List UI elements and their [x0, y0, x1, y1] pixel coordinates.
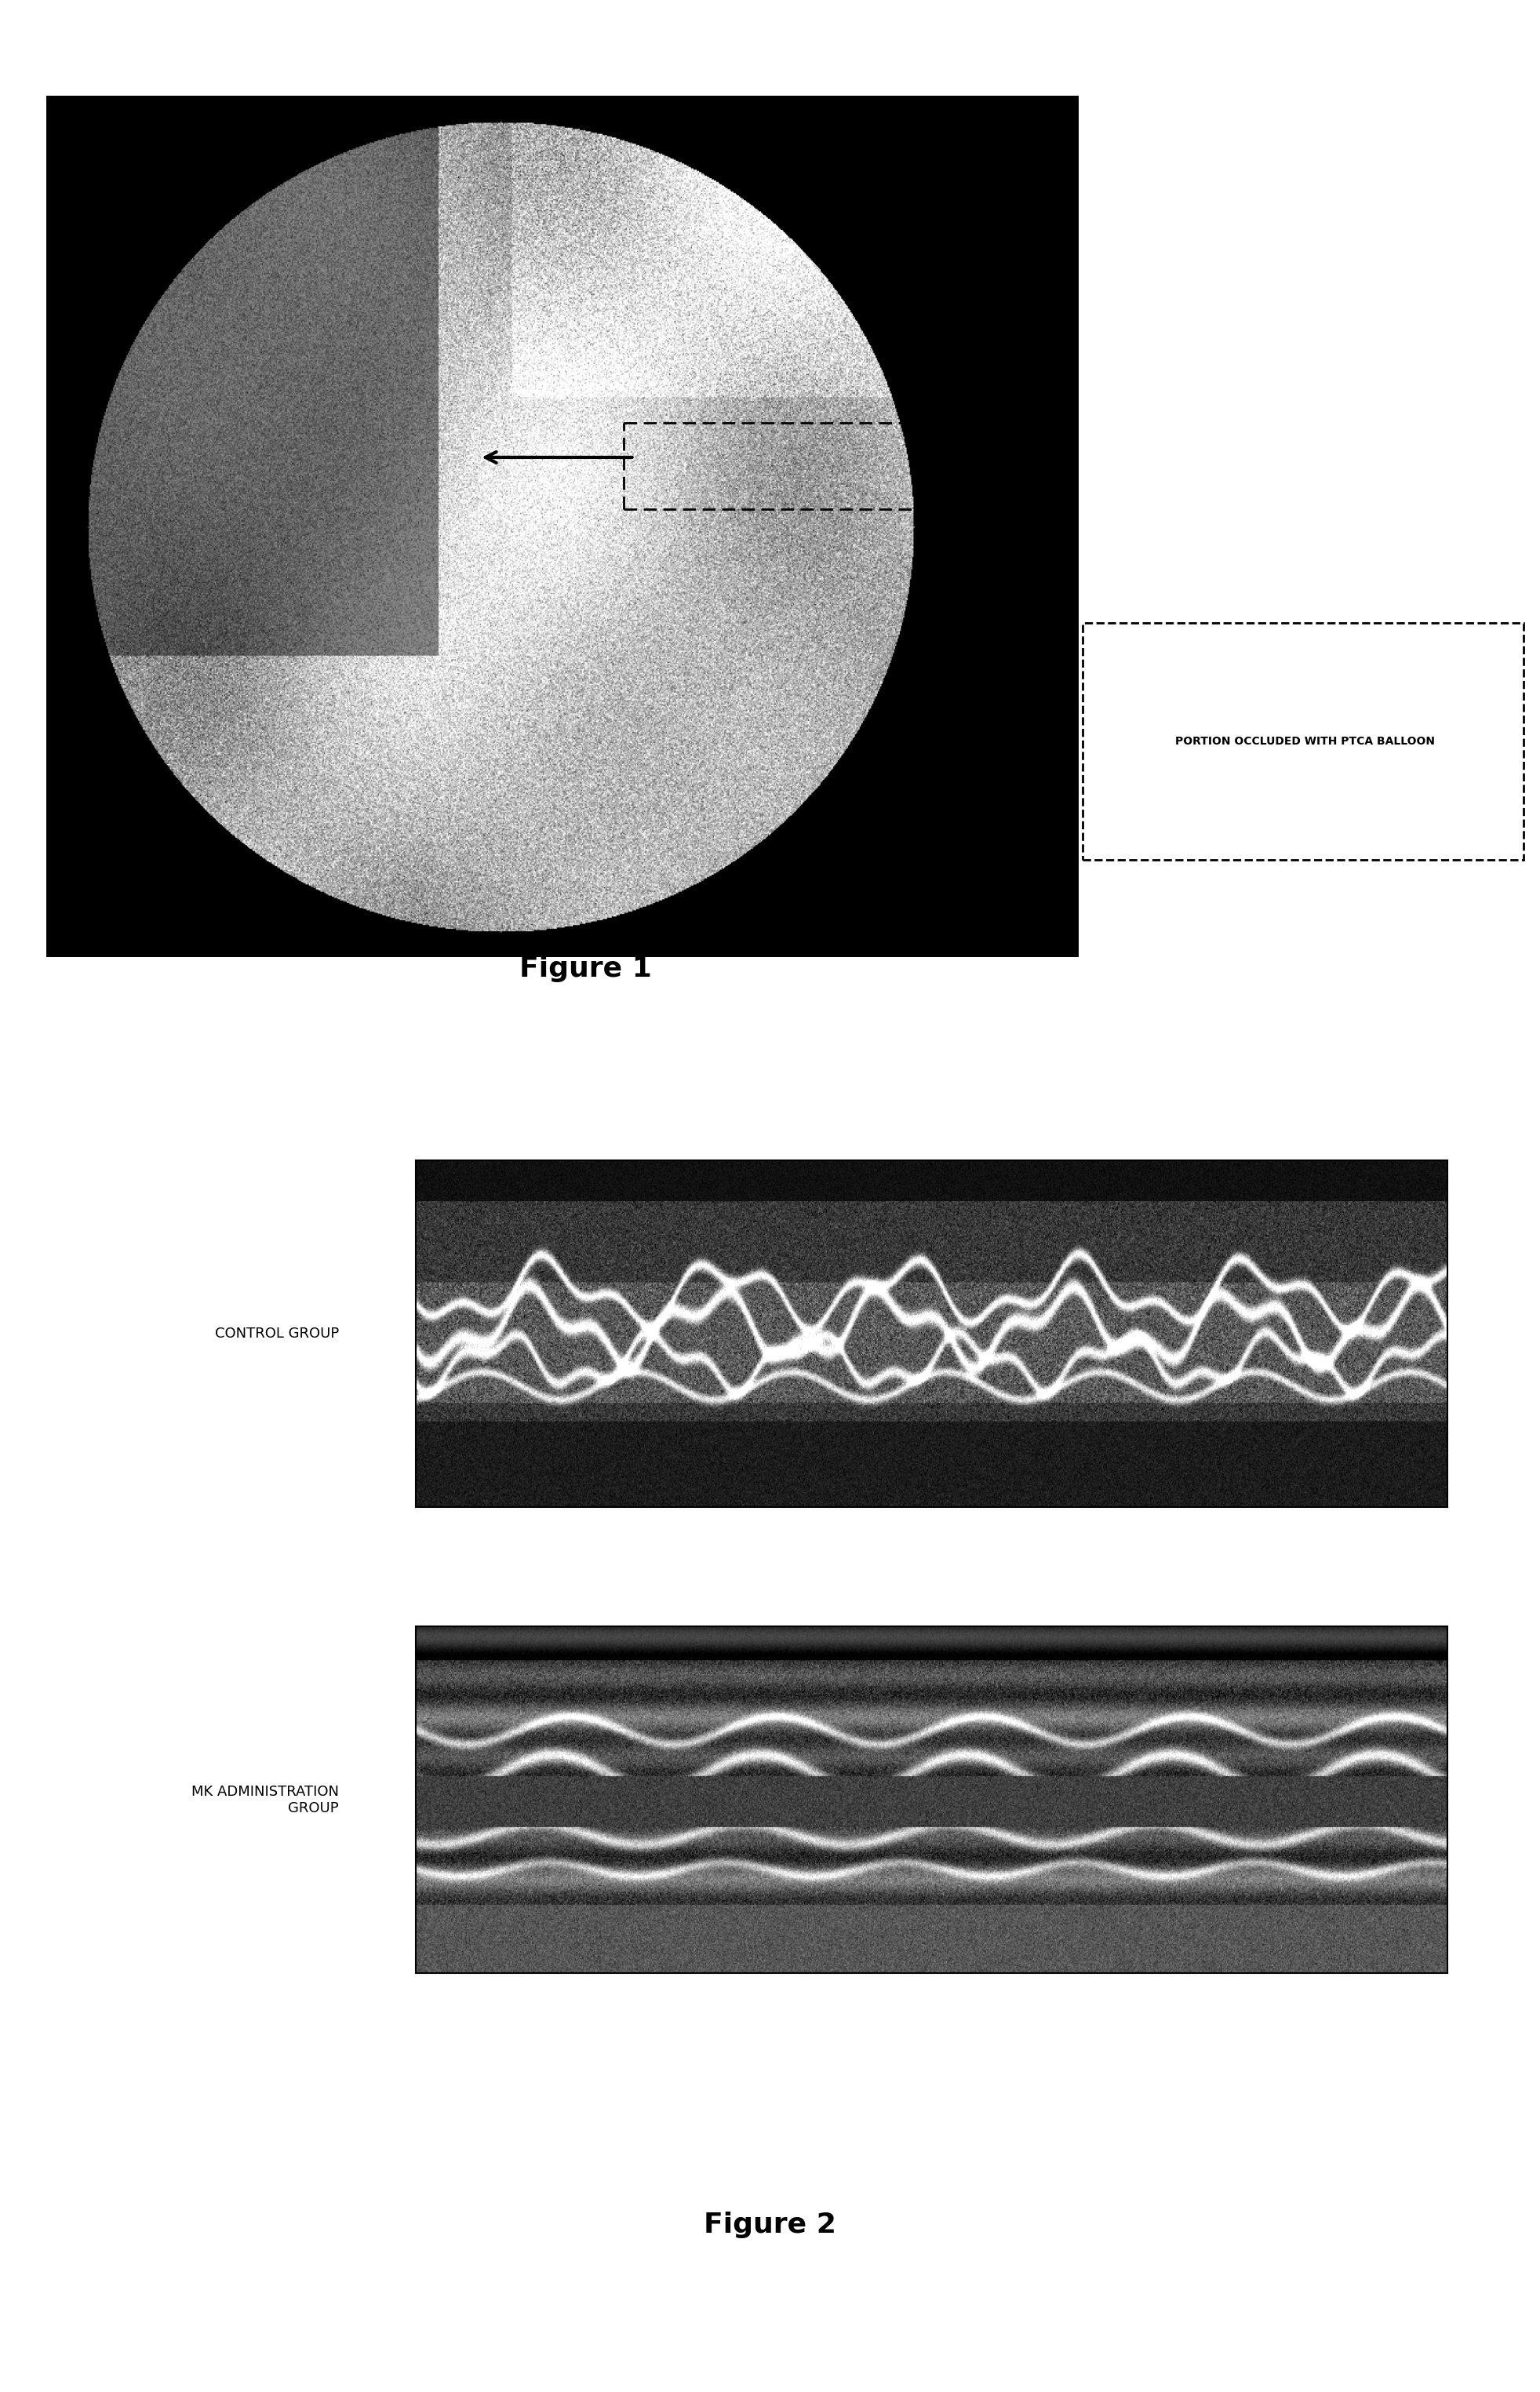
Text: PORTION OCCLUDED WITH PTCA BALLOON: PORTION OCCLUDED WITH PTCA BALLOON [1175, 737, 1435, 746]
Text: MK ADMINISTRATION
GROUP: MK ADMINISTRATION GROUP [191, 1784, 339, 1816]
Text: Figure 1: Figure 1 [519, 954, 651, 983]
Text: CONTROL GROUP: CONTROL GROUP [214, 1328, 339, 1340]
Text: Figure 2: Figure 2 [704, 2210, 836, 2239]
